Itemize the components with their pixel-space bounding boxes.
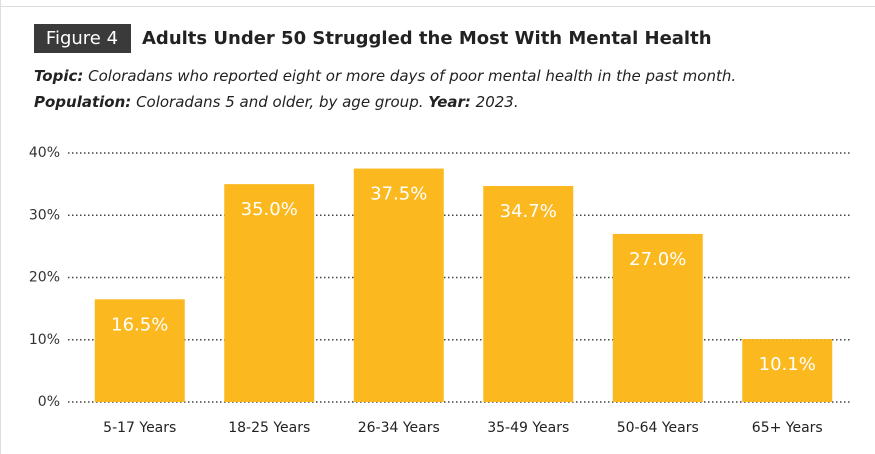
bar [224,184,315,402]
figure-label: Figure 4 [46,28,118,49]
y-tick-label: 20% [29,270,60,286]
x-tick-label: 65+ Years [752,420,823,436]
x-tick-label: 35-49 Years [487,420,569,436]
y-tick-label: 10% [29,332,60,348]
x-tick-label: 5-17 Years [103,420,176,436]
value-label: 27.0% [629,249,686,270]
value-label: 37.5% [370,184,427,205]
subtitle-topic: Topic: Coloradans who reported eight or … [34,67,736,85]
y-tick-label: 0% [38,394,60,410]
bar [353,168,444,402]
figure-label-box [34,24,131,53]
value-label: 16.5% [111,314,168,335]
topic-label: Topic: [34,67,83,85]
value-label: 35.0% [241,199,298,220]
x-tick-label: 50-64 Years [617,420,699,436]
bar [612,233,703,402]
year-label: Year: [428,93,471,111]
value-label: 10.1% [759,354,816,375]
y-tick-label: 30% [29,207,60,223]
chart-title: Adults Under 50 Struggled the Most With … [142,28,712,49]
bar [742,339,833,402]
population-label: Population: [34,93,131,111]
year: 2023. [476,93,519,111]
bar [94,299,185,402]
x-tick-label: 26-34 Years [358,420,440,436]
x-tick-label: 18-25 Years [228,420,310,436]
value-label: 34.7% [500,201,557,222]
bar [483,185,574,402]
topic: Coloradans who reported eight or more da… [88,67,736,85]
population: Coloradans 5 and older, by age group. [136,93,423,111]
subtitle-population: Population: Coloradans 5 and older, by a… [34,93,519,111]
y-tick-label: 40% [29,145,60,161]
